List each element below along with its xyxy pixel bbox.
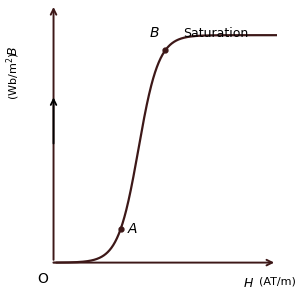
Text: $H$: $H$ (244, 277, 255, 290)
Text: (AT/m): (AT/m) (259, 277, 296, 287)
Text: B: B (150, 26, 159, 40)
Text: Saturation: Saturation (183, 27, 248, 40)
Text: O: O (37, 272, 48, 286)
Text: $B$: $B$ (7, 46, 20, 56)
Text: A: A (127, 222, 137, 236)
Text: (Wb/m$^2$): (Wb/m$^2$) (4, 53, 22, 100)
